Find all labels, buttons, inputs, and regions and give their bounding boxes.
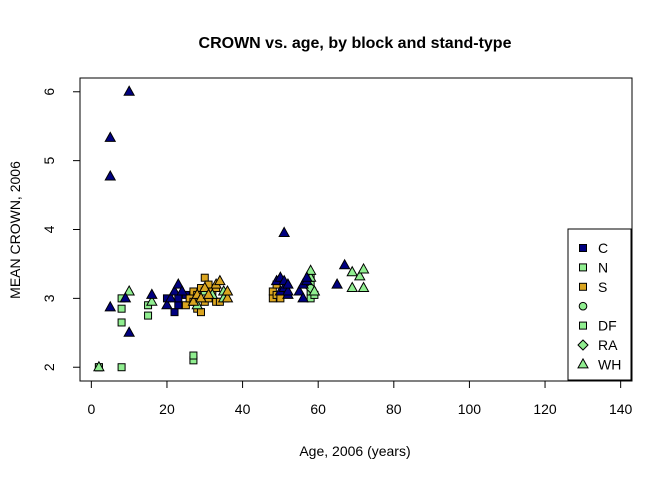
data-point: [170, 308, 179, 317]
y-tick-label: 2: [41, 363, 57, 371]
legend-label: C: [598, 240, 608, 256]
data-point: [123, 326, 136, 337]
data-point: [161, 298, 173, 310]
data-point: [221, 284, 234, 296]
data-points: [93, 85, 370, 372]
data-point: [308, 284, 321, 296]
data-point: [195, 291, 207, 303]
x-tick-label: 60: [310, 401, 326, 417]
y-tick-label: 3: [41, 294, 57, 302]
data-point: [282, 278, 294, 289]
data-point: [93, 360, 105, 372]
y-axis-label: MEAN CROWN, 2006: [7, 161, 23, 299]
x-tick-label: 140: [609, 401, 633, 417]
y-tick-label: 6: [41, 88, 57, 96]
x-axis-label: Age, 2006 (years): [299, 443, 410, 459]
data-point: [357, 281, 370, 293]
data-point: [196, 308, 205, 317]
data-point: [282, 284, 294, 296]
x-tick-label: 120: [533, 401, 557, 417]
data-point: [200, 273, 209, 282]
data-point: [104, 300, 117, 312]
data-point: [176, 284, 188, 296]
data-point: [346, 265, 359, 277]
legend-label: RA: [598, 337, 618, 353]
data-point: [331, 278, 343, 289]
data-point: [202, 288, 215, 299]
data-point: [145, 295, 158, 306]
legend-marker: [579, 244, 587, 252]
y-axis: 2 3 4 5 6: [41, 88, 81, 371]
data-point: [104, 131, 117, 142]
data-point: [123, 85, 136, 96]
legend-label: WH: [598, 356, 621, 372]
data-point: [338, 258, 351, 270]
x-tick-label: 40: [235, 401, 251, 417]
x-tick-label: 20: [159, 401, 175, 417]
data-point: [189, 351, 198, 360]
data-point: [304, 264, 317, 275]
data-point: [117, 318, 126, 327]
data-point: [119, 291, 132, 303]
legend-marker: [577, 339, 589, 351]
x-tick-label: 80: [386, 401, 402, 417]
data-point: [357, 262, 370, 274]
legend-marker: [577, 357, 589, 369]
y-tick-label: 5: [41, 157, 57, 165]
data-point: [214, 274, 226, 286]
legend-marker: [579, 282, 587, 291]
legend-marker: [578, 301, 588, 311]
legend-label: S: [598, 279, 607, 295]
data-point: [174, 301, 183, 310]
x-tick-label: 0: [87, 401, 95, 417]
legend-label: N: [598, 259, 608, 275]
data-point: [145, 288, 158, 299]
data-point: [198, 281, 211, 293]
x-axis: 0 20 40 60 80 100 120 140: [87, 380, 633, 417]
x-tick-label: 100: [458, 401, 482, 417]
data-point: [117, 363, 126, 372]
data-point: [172, 278, 185, 289]
legend-marker: [579, 321, 587, 330]
data-point: [164, 291, 177, 303]
legend-marker: [579, 263, 587, 272]
chart-title: CROWN vs. age, by block and stand-type: [199, 35, 512, 52]
data-point: [300, 271, 313, 282]
data-point: [353, 269, 366, 281]
data-point: [293, 284, 306, 296]
legend-box: [567, 228, 632, 381]
data-point: [278, 226, 291, 237]
legend: CNS DF RA WH: [567, 228, 632, 381]
data-point: [346, 281, 359, 293]
data-point: [174, 294, 183, 303]
data-point: [297, 291, 309, 303]
data-point: [117, 304, 126, 313]
data-point: [144, 311, 153, 320]
plot-frame: [79, 77, 633, 382]
data-point: [221, 291, 234, 303]
y-tick-label: 4: [41, 225, 57, 233]
data-point: [168, 284, 181, 296]
data-point: [187, 295, 200, 306]
data-point: [123, 284, 136, 296]
legend-label: DF: [598, 318, 617, 334]
data-point: [104, 169, 117, 181]
